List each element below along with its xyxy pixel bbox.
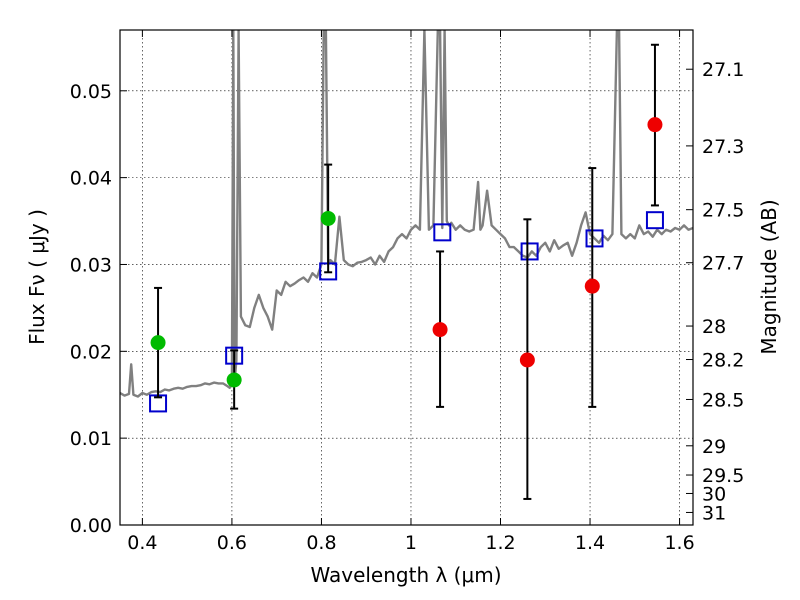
observed-flux-point: [432, 322, 448, 338]
observed-flux-point: [320, 210, 336, 226]
y2-tick-label: 29.5: [702, 465, 744, 487]
y-tick-label: 0.05: [70, 81, 112, 103]
x-tick-label: 0.6: [217, 532, 247, 554]
model-square-marker: [433, 223, 452, 242]
y2-tick-label: 27.1: [702, 59, 744, 81]
y2-tick-label: 28.5: [702, 389, 744, 411]
x-tick-label: 1.6: [664, 532, 694, 554]
y-axis-label: Flux Fν ( μJy ): [25, 209, 49, 345]
x-tick-label: 0.8: [306, 532, 336, 554]
y-tick-label: 0.03: [70, 254, 112, 276]
y2-tick-label: 28: [702, 316, 726, 338]
plot-background: [120, 30, 693, 525]
x-tick-label: 1: [405, 532, 417, 554]
y2-tick-label: 27.3: [702, 136, 744, 158]
observed-flux-point: [519, 352, 535, 368]
observed-flux-point: [150, 335, 166, 351]
y2-axis-label: Magnitude (AB): [757, 199, 781, 354]
y-tick-label: 0.00: [70, 515, 112, 537]
x-tick-label: 1.2: [485, 532, 515, 554]
y2-tick-label: 29: [702, 436, 726, 458]
y-tick-label: 0.04: [70, 168, 112, 190]
observed-flux-point: [226, 372, 242, 388]
x-axis-label: Wavelength λ (μm): [310, 563, 501, 587]
model-square-marker: [645, 211, 664, 230]
y2-tick-label: 31: [702, 502, 726, 524]
observed-flux-point: [647, 117, 663, 133]
ticks: 0.4 0.6 0.8 1 1.2 1.4 1.6 0.00 0.01 0.02 0.03 0.04 0…: [70, 30, 744, 554]
y2-tick-label: 30: [702, 483, 726, 505]
x-tick-label: 1.4: [575, 532, 605, 554]
y-tick-label: 0.02: [70, 341, 112, 363]
observed-flux-point: [584, 278, 600, 294]
y2-tick-label: 27.5: [702, 200, 744, 222]
plot-frame: [119, 29, 694, 526]
y2-tick-label: 28.2: [702, 350, 744, 372]
y2-tick-label: 27.7: [702, 253, 744, 275]
model-square-marker: [520, 242, 539, 261]
x-tick-label: 0.4: [127, 532, 157, 554]
marker-layer: [149, 43, 664, 500]
model-square-marker: [585, 229, 604, 248]
y-tick-label: 0.01: [70, 428, 112, 450]
